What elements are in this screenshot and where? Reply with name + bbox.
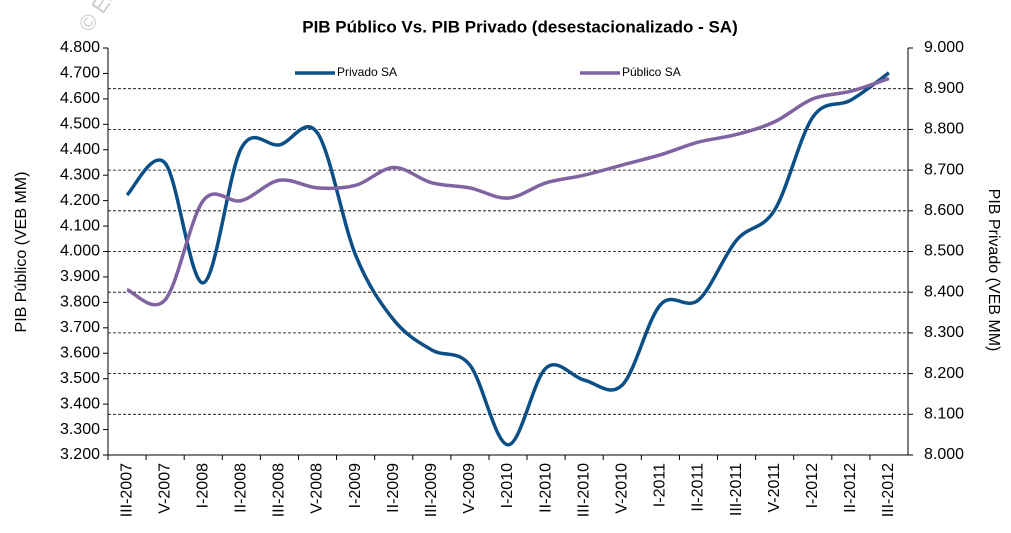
y-tick-label: 4.800 [60, 39, 100, 56]
y-tick-label: 4.600 [60, 90, 100, 107]
x-tick-label: I-2009 [347, 463, 364, 508]
x-tick-label: II-2011 [690, 463, 707, 512]
x-tick-label: V-2010 [614, 463, 631, 514]
x-tick-label: II-2010 [537, 463, 554, 513]
y2-tick-label: 8.800 [924, 121, 964, 138]
x-tick-label: I-2012 [804, 463, 821, 508]
y2-axis-label: PIB Privado (VEB MM) [985, 189, 1002, 352]
x-tick-label: III-2012 [880, 463, 897, 517]
x-tick-label: III-2008 [271, 463, 288, 517]
chart-title: PIB Público Vs. PIB Privado (desestacion… [302, 17, 738, 36]
y-tick-label: 3.300 [60, 421, 100, 438]
watermark: © Ec [73, 0, 121, 36]
y-axis-label: PIB Público (VEB MM) [13, 172, 30, 333]
x-tick-label: III-2010 [575, 463, 592, 517]
legend-label: Privado SA [337, 65, 397, 79]
series-line [125, 71, 890, 447]
y-tick-label: 3.600 [60, 344, 100, 361]
x-tick-label: II-2009 [385, 463, 402, 513]
y2-tick-label: 8.600 [924, 202, 964, 219]
x-tick-label: III-2009 [423, 463, 440, 517]
y-tick-label: 3.900 [60, 268, 100, 285]
y2-tick-label: 9.000 [924, 39, 964, 56]
y-tick-label: 3.400 [60, 395, 100, 412]
y-tick-label: 4.300 [60, 166, 100, 183]
y2-tick-label: 8.000 [924, 446, 964, 463]
y2-tick-label: 8.300 [924, 324, 964, 341]
y-tick-label: 4.400 [60, 141, 100, 158]
x-tick-label: V-2011 [766, 463, 783, 513]
x-tick-label: I-2010 [499, 463, 516, 508]
x-tick-label: V-2008 [309, 463, 326, 514]
y-tick-label: 3.200 [60, 446, 100, 463]
y2-tick-label: 8.200 [924, 365, 964, 382]
y2-tick-label: 8.400 [924, 283, 964, 300]
x-tick-label: I-2008 [194, 463, 211, 508]
y-tick-label: 3.700 [60, 319, 100, 336]
x-tick-label: II-2012 [842, 463, 859, 513]
y2-tick-label: 8.900 [924, 80, 964, 97]
x-tick-label: III-2007 [118, 463, 135, 517]
x-tick-label: V-2009 [461, 463, 478, 514]
x-tick-label: III-2011 [728, 463, 745, 516]
y2-tick-label: 8.500 [924, 243, 964, 260]
y-tick-label: 4.000 [60, 243, 100, 260]
series-line [126, 76, 890, 307]
y-tick-label: 4.700 [60, 65, 100, 82]
y-tick-label: 3.800 [60, 294, 100, 311]
x-tick-label: II-2008 [233, 463, 250, 513]
y2-tick-label: 8.700 [924, 161, 964, 178]
y-tick-label: 3.500 [60, 370, 100, 387]
x-tick-label: V-2007 [156, 463, 173, 514]
y-tick-label: 4.100 [60, 217, 100, 234]
y2-tick-label: 8.100 [924, 406, 964, 423]
y-tick-label: 4.200 [60, 192, 100, 209]
y-tick-label: 4.500 [60, 116, 100, 133]
x-tick-label: I-2011 [652, 463, 669, 507]
legend-label: Público SA [622, 65, 681, 79]
